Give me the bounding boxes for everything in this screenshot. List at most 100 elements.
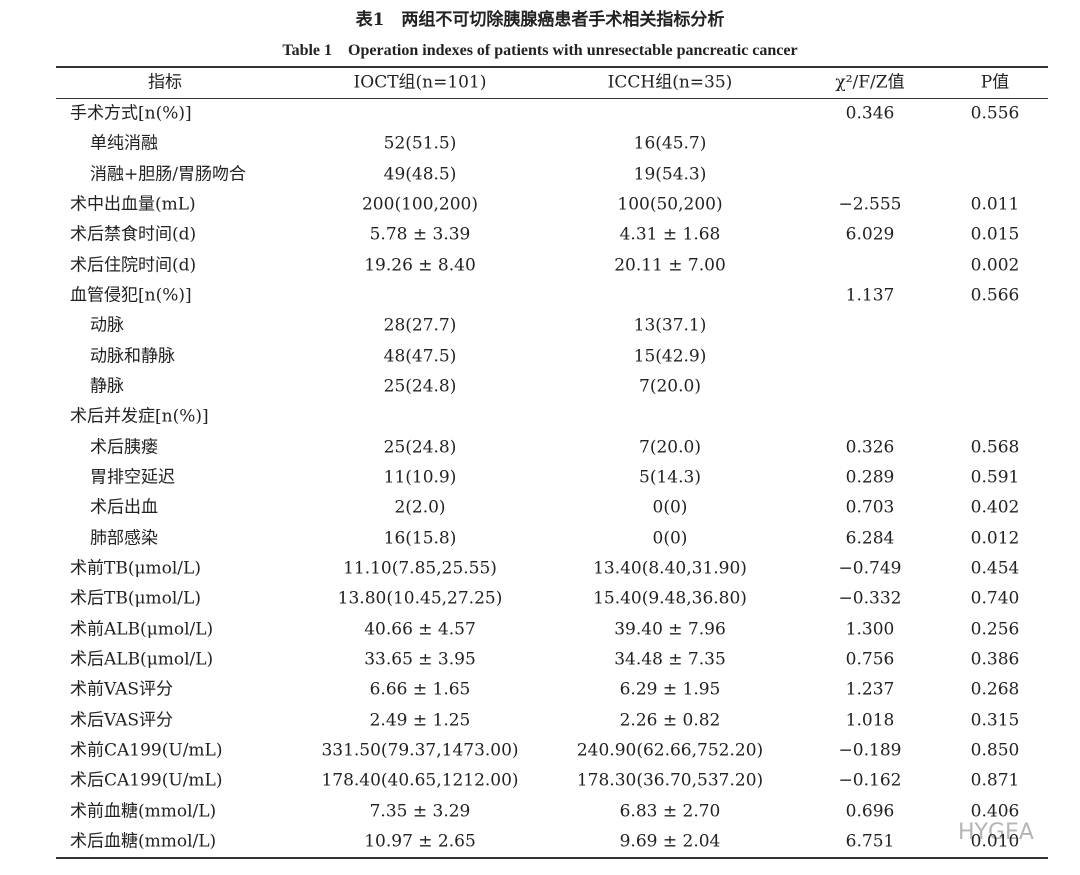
icch-value: 6.29 ± 1.95 [619, 679, 721, 700]
ioct-value: 48(47.5) [383, 346, 457, 367]
watermark: HYGEA [958, 820, 1034, 845]
icch-value: 34.48 ± 7.35 [614, 649, 726, 670]
indicator: 术前血糖(mmol/L) [70, 801, 217, 822]
icch-value: 2.26 ± 0.82 [619, 710, 721, 731]
p-value: 0.871 [970, 770, 1020, 791]
ioct-value: 2(2.0) [394, 497, 446, 518]
indicator: 术后住院时间(d) [70, 255, 197, 276]
indicator: 术后VAS评分 [70, 710, 174, 731]
indicator: 动脉和静脉 [90, 346, 175, 367]
ioct-value: 178.40(40.65,1212.00) [321, 770, 519, 791]
p-value: 0.556 [970, 103, 1020, 124]
p-value: 0.406 [970, 801, 1020, 822]
p-value: 0.402 [970, 497, 1020, 518]
ioct-value: 25(24.8) [383, 437, 457, 458]
icch-value: 15.40(9.48,36.80) [593, 588, 747, 609]
indicator: 手术方式[n(%)] [70, 103, 192, 124]
statistic: 6.751 [845, 831, 895, 852]
ioct-value: 52(51.5) [383, 133, 457, 154]
icch-value: 15(42.9) [633, 346, 707, 367]
p-value: 0.591 [970, 467, 1020, 488]
title-zh: 表1 两组不可切除胰腺癌患者手术相关指标分析 [355, 10, 725, 30]
indicator: 术前VAS评分 [70, 679, 174, 700]
icch-value: 4.31 ± 1.68 [619, 224, 721, 245]
header-icch-value: ICCH组(n=35) [607, 72, 733, 93]
header-statistic: χ²/F/Z值 [835, 72, 905, 93]
ioct-value: 10.97 ± 2.65 [364, 831, 476, 852]
ioct-value: 13.80(10.45,27.25) [337, 588, 503, 609]
statistic: −0.162 [838, 770, 902, 791]
indicator: 消融+胆肠/胃肠吻合 [90, 164, 246, 185]
header-ioct-value: IOCT组(n=101) [353, 72, 487, 93]
icch-value: 20.11 ± 7.00 [614, 255, 726, 276]
p-value: 0.010 [970, 831, 1020, 852]
indicator: 术后胰瘘 [90, 437, 158, 458]
indicator: 术前TB(μmol/L) [70, 558, 201, 579]
ioct-value: 2.49 ± 1.25 [369, 710, 471, 731]
indicator: 术后TB(μmol/L) [70, 588, 201, 609]
ioct-value: 6.66 ± 1.65 [369, 679, 471, 700]
statistic: 1.137 [845, 285, 895, 306]
ioct-value: 200(100,200) [361, 194, 479, 215]
ioct-value: 11(10.9) [383, 467, 457, 488]
icch-value: 5(14.3) [639, 467, 701, 488]
icch-value: 100(50,200) [617, 194, 723, 215]
ioct-value: 28(27.7) [383, 315, 457, 336]
statistic: −0.749 [838, 558, 902, 579]
ioct-value: 40.66 ± 4.57 [364, 619, 476, 640]
indicator: 术后CA199(U/mL) [70, 770, 223, 791]
p-value: 0.566 [970, 285, 1020, 306]
indicator: 单纯消融 [90, 133, 158, 154]
indicator: 术后血糖(mmol/L) [70, 831, 217, 852]
statistic: −0.189 [838, 740, 902, 761]
ioct-value: 49(48.5) [383, 164, 457, 185]
bottom-rule [56, 857, 1048, 859]
statistic: 6.284 [845, 528, 895, 549]
icch-value: 7(20.0) [639, 437, 701, 458]
indicator: 血管侵犯[n(%)] [70, 285, 192, 306]
icch-value: 19(54.3) [633, 164, 707, 185]
icch-value: 0(0) [652, 497, 688, 518]
p-value: 0.850 [970, 740, 1020, 761]
header-indicator: 指标 [148, 72, 182, 93]
ioct-value: 331.50(79.37,1473.00) [321, 740, 519, 761]
statistic: −0.332 [838, 588, 902, 609]
header-rule [56, 98, 1048, 99]
p-value: 0.315 [970, 710, 1020, 731]
p-value: 0.268 [970, 679, 1020, 700]
icch-value: 0(0) [652, 528, 688, 549]
indicator: 术后禁食时间(d) [70, 224, 197, 245]
p-value: 0.002 [970, 255, 1020, 276]
ioct-value: 25(24.8) [383, 376, 457, 397]
icch-value: 7(20.0) [639, 376, 701, 397]
indicator: 术后ALB(μmol/L) [70, 649, 214, 670]
ioct-value: 5.78 ± 3.39 [369, 224, 471, 245]
statistic: 0.756 [845, 649, 895, 670]
top-rule [56, 66, 1048, 68]
p-value: 0.568 [970, 437, 1020, 458]
p-value: 0.386 [970, 649, 1020, 670]
ioct-value: 16(15.8) [383, 528, 457, 549]
p-value: 0.740 [970, 588, 1020, 609]
statistic: 0.696 [845, 801, 895, 822]
p-value: 0.015 [970, 224, 1020, 245]
ioct-value: 7.35 ± 3.29 [369, 801, 471, 822]
icch-value: 240.90(62.66,752.20) [576, 740, 764, 761]
indicator: 术前CA199(U/mL) [70, 740, 223, 761]
p-value: 0.011 [970, 194, 1020, 215]
indicator: 静脉 [90, 376, 124, 397]
statistic: 0.346 [845, 103, 895, 124]
icch-value: 39.40 ± 7.96 [614, 619, 726, 640]
ioct-value: 33.65 ± 3.95 [364, 649, 476, 670]
statistic: 1.018 [845, 710, 895, 731]
icch-value: 178.30(36.70,537.20) [576, 770, 764, 791]
statistic: 6.029 [845, 224, 895, 245]
icch-value: 9.69 ± 2.04 [619, 831, 721, 852]
indicator: 胃排空延迟 [90, 467, 175, 488]
statistic: 1.300 [845, 619, 895, 640]
indicator: 术后并发症[n(%)] [70, 406, 209, 427]
p-value: 0.256 [970, 619, 1020, 640]
statistic: −2.555 [838, 194, 902, 215]
indicator: 术后出血 [90, 497, 158, 518]
